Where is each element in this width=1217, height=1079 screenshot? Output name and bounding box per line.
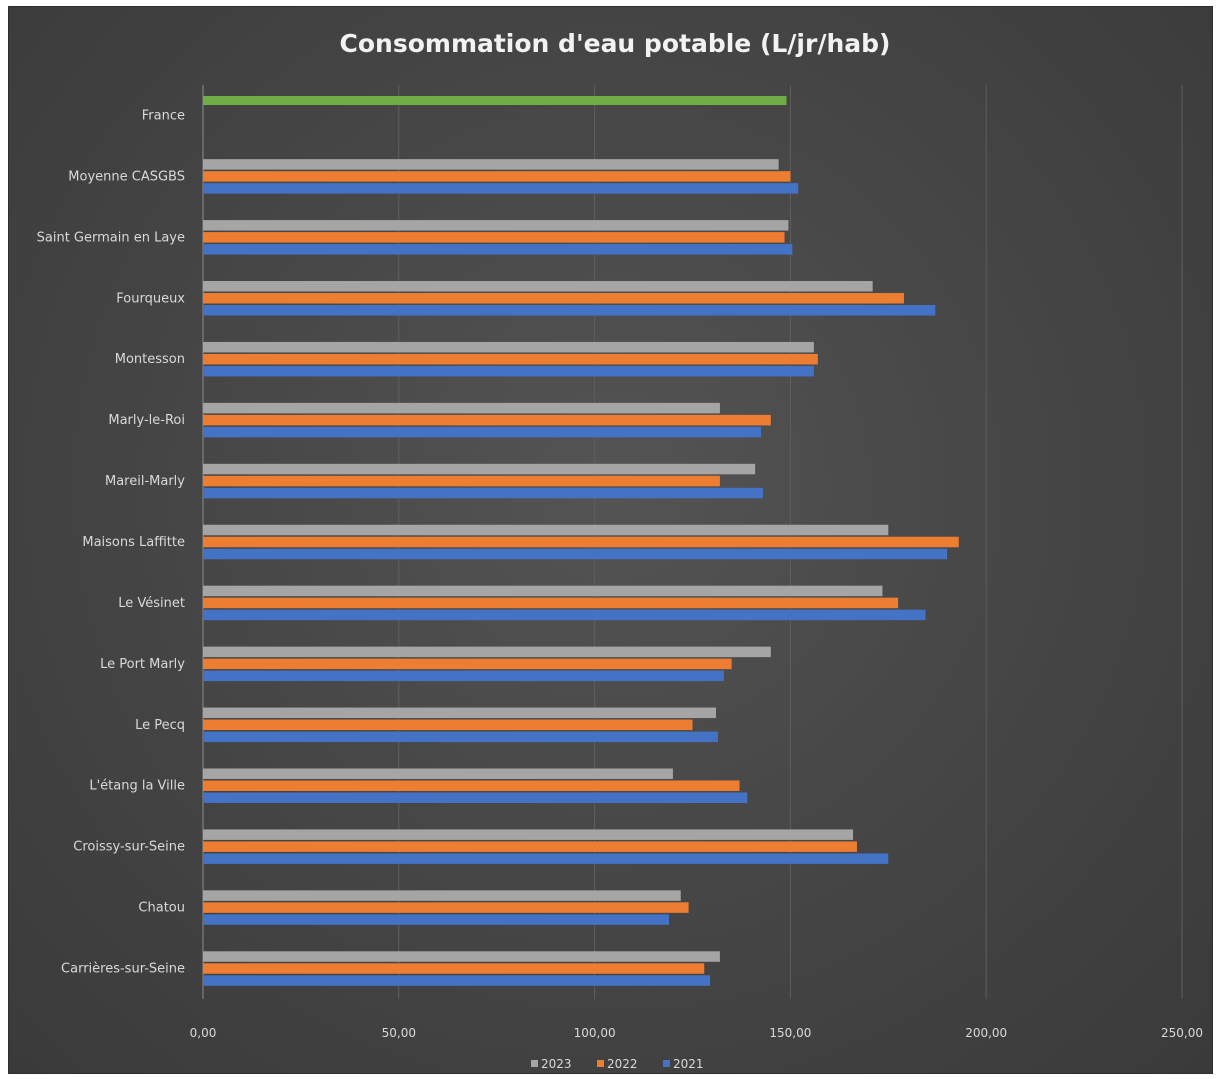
bar-2022 — [203, 963, 705, 974]
x-tick-label: 0,00 — [190, 1026, 217, 1040]
legend-label-2023: 2023 — [541, 1057, 572, 1071]
x-tick-label: 200,00 — [965, 1026, 1007, 1040]
bar-2023 — [203, 402, 720, 414]
bar-2021 — [203, 548, 948, 560]
bar-2021 — [203, 609, 926, 621]
bar-2023 — [203, 524, 889, 536]
bar-chart: Consommation d'eau potable (L/jr/hab) Fr… — [37, 29, 1203, 1071]
bar-2021 — [203, 305, 936, 316]
category-label: Chatou — [138, 901, 185, 916]
bar-2022 — [203, 658, 732, 670]
bar-2022 — [203, 780, 740, 791]
bar-2022 — [203, 475, 720, 487]
legend-label-2022: 2022 — [607, 1057, 638, 1071]
category-label: Croissy-sur-Seine — [73, 840, 185, 855]
category-labels: France Moyenne CASGBS Saint Germain en Lay… — [37, 108, 186, 976]
bar-2023 — [203, 829, 854, 840]
category-label: Le Port Marly — [100, 657, 185, 672]
legend-swatch-2023 — [531, 1060, 538, 1067]
x-tick-label: 100,00 — [574, 1026, 616, 1040]
x-tick-label: 250,00 — [1161, 1026, 1203, 1040]
bar-2023 — [203, 890, 681, 901]
category-label: France — [142, 108, 185, 123]
legend-swatch-2021 — [663, 1060, 670, 1067]
bar-2022 — [203, 902, 689, 913]
x-axis-tick-labels: 0,00 50,00 100,00 150,00 200,00 250,00 — [190, 1026, 1203, 1040]
category-label: Saint Germain en Laye — [37, 230, 185, 245]
bars — [203, 96, 959, 986]
bar-2021 — [203, 914, 670, 925]
legend-label-2021: 2021 — [673, 1057, 704, 1071]
category-label: Marly-le-Roi — [108, 413, 185, 428]
bar-2022 — [203, 232, 785, 243]
category-label: Mareil-Marly — [105, 474, 185, 489]
bar-2021 — [203, 487, 763, 499]
bar-2021 — [203, 975, 711, 986]
bar-2023 — [203, 646, 771, 658]
x-tick-label: 50,00 — [382, 1026, 416, 1040]
category-label: Fourqueux — [116, 291, 185, 306]
legend-swatch-2022 — [597, 1060, 604, 1067]
bar-2023 — [203, 159, 779, 170]
bar-2021 — [203, 670, 724, 682]
chart-title: Consommation d'eau potable (L/jr/hab) — [340, 29, 891, 58]
bar-2022 — [203, 293, 904, 304]
bar-2023 — [203, 585, 883, 597]
bar-2023 — [203, 341, 814, 353]
bar-2023 — [203, 220, 789, 231]
legend: 2023 2022 2021 — [531, 1057, 704, 1071]
bar-2022 — [203, 719, 693, 731]
bar-2021 — [203, 792, 748, 803]
bar-2023 — [203, 951, 720, 962]
bar-2022 — [203, 597, 899, 609]
bar-2021 — [203, 244, 793, 255]
category-label: Moyenne CASGBS — [68, 169, 185, 184]
chart-area: Consommation d'eau potable (L/jr/hab) Fr… — [8, 6, 1213, 1074]
bar-2021 — [203, 731, 718, 743]
bar-2021 — [203, 853, 889, 864]
category-label: Montesson — [115, 352, 185, 367]
bar-france-reference — [203, 96, 787, 105]
bar-2022 — [203, 841, 857, 852]
bar-2022 — [203, 414, 771, 426]
bar-2022 — [203, 353, 818, 365]
category-label: Le Vésinet — [118, 596, 185, 611]
bar-2022 — [203, 536, 959, 548]
bar-2023 — [203, 707, 716, 719]
category-label: Le Pecq — [135, 718, 185, 733]
bar-2022 — [203, 171, 791, 182]
bar-2023 — [203, 281, 873, 292]
category-label: Maisons Laffitte — [82, 535, 185, 550]
category-label: L'étang la Ville — [89, 779, 185, 794]
category-label: Carrières-sur-Seine — [61, 962, 185, 977]
bar-2021 — [203, 426, 762, 438]
bar-2021 — [203, 365, 814, 377]
bar-2023 — [203, 768, 673, 779]
bar-2023 — [203, 463, 756, 475]
bar-2021 — [203, 183, 799, 194]
x-tick-label: 150,00 — [769, 1026, 811, 1040]
